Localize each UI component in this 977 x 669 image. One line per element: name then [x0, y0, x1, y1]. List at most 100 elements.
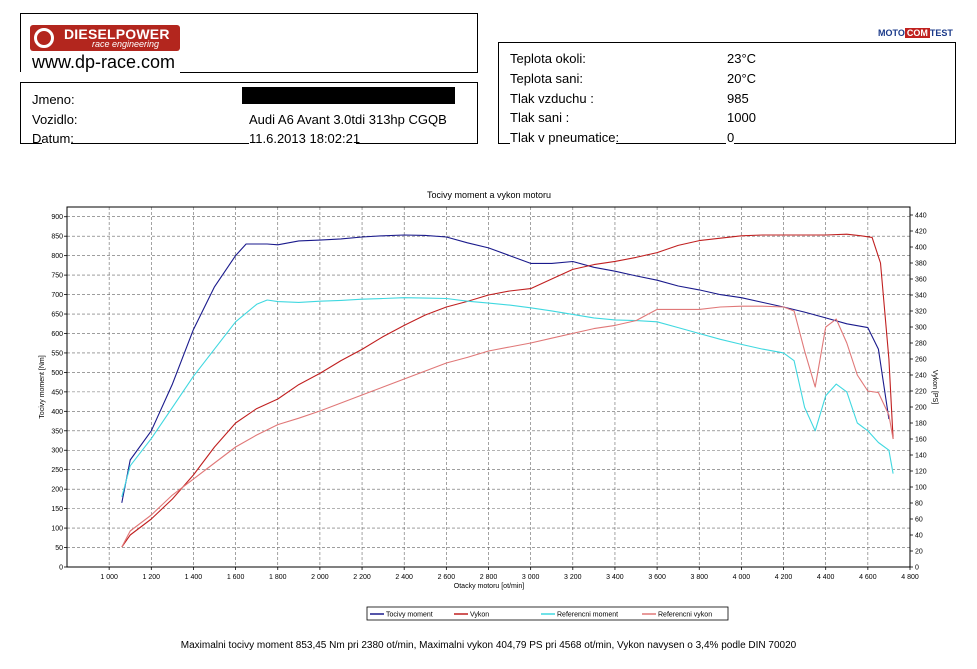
- ambient-temp-value: 23°C: [727, 51, 757, 66]
- y-tick-label: 0: [59, 565, 63, 572]
- y-tick-label: 400: [51, 409, 63, 416]
- x-tick-label: 1 200: [143, 574, 161, 581]
- y-tick-label: 900: [51, 214, 63, 221]
- x-axis-title: Otacky motoru [ot/min]: [454, 583, 524, 590]
- tyre-underline-right: [734, 143, 956, 144]
- legend-entry: Referencni vykon: [658, 612, 712, 619]
- y-tick-label: 300: [51, 448, 63, 455]
- series-line-referencni-moment: [121, 297, 894, 498]
- date-underline-left: [20, 143, 42, 144]
- y2-tick-label: 340: [915, 293, 927, 300]
- y-tick-label: 650: [51, 312, 63, 319]
- motocomtest-logo: MOTO COM TEST: [878, 28, 953, 38]
- intake-temp-label: Teplota sani:: [510, 71, 583, 86]
- legend-entry: Vykon: [470, 612, 489, 619]
- y2-tick-label: 300: [915, 325, 927, 332]
- website-underline: [180, 72, 478, 73]
- tyre-underline-left: [498, 143, 510, 144]
- x-tick-label: 3 600: [648, 574, 666, 581]
- name-redacted-value: [242, 87, 455, 104]
- x-tick-label: 1 600: [227, 574, 245, 581]
- tyre-pressure-value: 0: [727, 130, 735, 145]
- x-tick-label: 4 200: [775, 574, 793, 581]
- date-underline-mid: [71, 143, 249, 144]
- summary-footer: Maximalni tocivy moment 853,45 Nm pri 23…: [180, 640, 797, 651]
- legend-entry: Tocivy moment: [386, 612, 433, 619]
- y2-tick-label: 0: [915, 565, 919, 572]
- y-tick-label: 600: [51, 331, 63, 338]
- date-label: Datum:: [32, 131, 74, 146]
- y2-tick-label: 140: [915, 453, 927, 460]
- brand-name: DIESELPOWER: [64, 26, 170, 42]
- y-tick-label: 200: [51, 487, 63, 494]
- x-tick-label: 4 400: [817, 574, 835, 581]
- y-tick-label: 850: [51, 234, 63, 241]
- intake-pressure-label: Tlak sani :: [510, 110, 570, 125]
- intake-pressure-value: 1000: [727, 110, 756, 125]
- y2-tick-label: 60: [915, 517, 923, 524]
- y2-tick-label: 100: [915, 485, 927, 492]
- y2-tick-label: 200: [915, 405, 927, 412]
- x-tick-label: 1 800: [269, 574, 287, 581]
- y2-tick-label: 220: [915, 389, 927, 396]
- y2-tick-label: 320: [915, 309, 927, 316]
- x-tick-label: 2 400: [395, 574, 413, 581]
- legend-entry: Referencni moment: [557, 612, 618, 619]
- tyre-underline-mid: [616, 143, 726, 144]
- y2-tick-label: 420: [915, 229, 927, 236]
- x-tick-label: 1 000: [100, 574, 118, 581]
- y2-tick-label: 160: [915, 437, 927, 444]
- date-value: 11.6.2013 18:02:21: [249, 131, 361, 146]
- y2-tick-label: 180: [915, 421, 927, 428]
- y2-tick-label: 240: [915, 373, 927, 380]
- y-tick-label: 700: [51, 292, 63, 299]
- website-link[interactable]: www.dp-race.com: [32, 52, 176, 72]
- y-tick-label: 100: [51, 526, 63, 533]
- y-tick-label: 500: [51, 370, 63, 377]
- brand-logo: DIESELPOWER race engineering: [30, 25, 180, 51]
- y-tick-label: 250: [51, 467, 63, 474]
- x-tick-label: 3 400: [606, 574, 624, 581]
- x-tick-label: 3 200: [564, 574, 582, 581]
- y-tick-label: 550: [51, 350, 63, 357]
- x-tick-label: 3 000: [522, 574, 540, 581]
- x-tick-label: 4 800: [901, 574, 919, 581]
- conditions-box: [498, 42, 956, 144]
- series-line-tocivy-moment: [121, 234, 890, 503]
- y2-tick-label: 260: [915, 357, 927, 364]
- x-tick-label: 2 000: [311, 574, 329, 581]
- chart-title: Tocivy moment a vykon motoru: [427, 190, 551, 200]
- vehicle-value: Audi A6 Avant 3.0tdi 313hp CGQB: [249, 112, 447, 127]
- y2-axis-title: Vykon [PS]: [931, 370, 938, 404]
- y2-tick-label: 120: [915, 469, 927, 476]
- y2-tick-label: 380: [915, 261, 927, 268]
- turbo-icon: [34, 28, 54, 48]
- date-underline-right: [356, 143, 478, 144]
- x-tick-label: 4 600: [859, 574, 877, 581]
- brand-subtitle: race engineering: [92, 39, 160, 49]
- y-tick-label: 50: [55, 545, 63, 552]
- y2-tick-label: 40: [915, 533, 923, 540]
- x-tick-label: 1 400: [185, 574, 203, 581]
- series-line-vykon: [121, 233, 894, 548]
- y2-tick-label: 360: [915, 277, 927, 284]
- y2-tick-label: 80: [915, 501, 923, 508]
- y2-tick-label: 280: [915, 341, 927, 348]
- y-tick-label: 450: [51, 389, 63, 396]
- y-tick-label: 800: [51, 253, 63, 260]
- air-pressure-label: Tlak vzduchu :: [510, 91, 594, 106]
- y-tick-label: 350: [51, 428, 63, 435]
- air-pressure-value: 985: [727, 91, 749, 106]
- tyre-pressure-label: Tlak v pneumatice:: [510, 130, 620, 145]
- y2-tick-label: 20: [915, 549, 923, 556]
- intake-temp-value: 20°C: [727, 71, 757, 86]
- series-line-referencni-vykon: [121, 305, 894, 548]
- x-tick-label: 2 600: [438, 574, 456, 581]
- x-tick-label: 2 200: [353, 574, 371, 581]
- y-tick-label: 150: [51, 506, 63, 513]
- name-label: Jmeno:: [32, 92, 75, 107]
- ambient-temp-label: Teplota okoli:: [510, 51, 586, 66]
- y-axis-title: Tocivy moment [Nm]: [39, 355, 46, 418]
- x-tick-label: 2 800: [480, 574, 498, 581]
